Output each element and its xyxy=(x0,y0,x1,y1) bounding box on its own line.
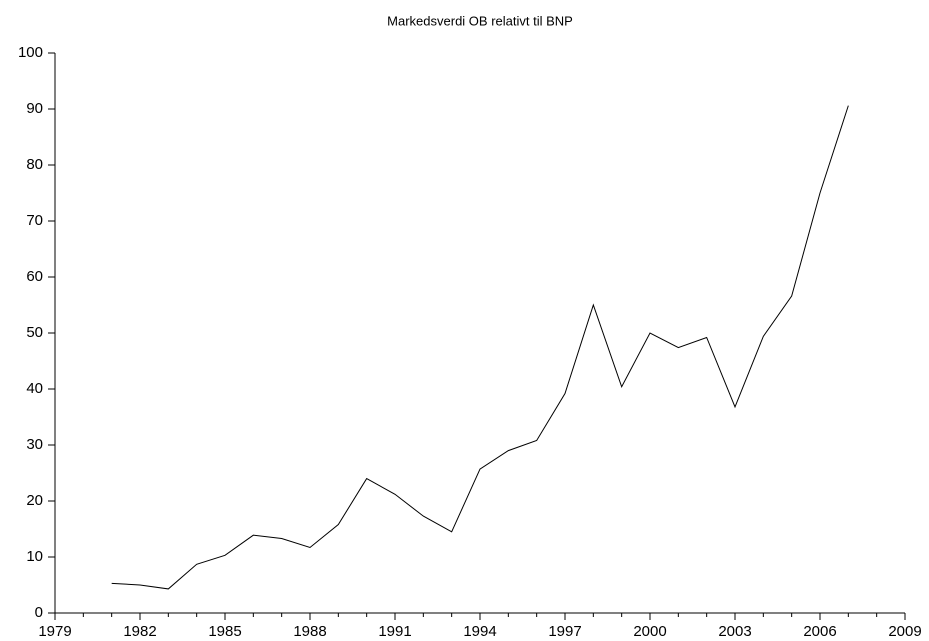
y-tick-label: 30 xyxy=(26,436,43,453)
y-tick-label: 70 xyxy=(26,212,43,229)
y-tick-label: 50 xyxy=(26,324,43,341)
x-tick-label: 1997 xyxy=(548,623,581,640)
y-tick-label: 80 xyxy=(26,156,43,173)
data-line xyxy=(111,105,849,590)
y-tick-label: 0 xyxy=(35,604,43,621)
x-tick-label: 1982 xyxy=(123,623,156,640)
x-tick-label: 1991 xyxy=(378,623,411,640)
y-tick-label: 90 xyxy=(26,100,43,117)
y-tick-label: 20 xyxy=(26,492,43,509)
y-tick-label: 10 xyxy=(26,548,43,565)
x-tick-label: 1985 xyxy=(208,623,241,640)
x-tick-label: 1994 xyxy=(463,623,496,640)
chart-title: Markedsverdi OB relativt til BNP xyxy=(387,13,573,28)
x-tick-label: 2006 xyxy=(803,623,836,640)
y-tick-label: 60 xyxy=(26,268,43,285)
x-tick-label: 1979 xyxy=(38,623,71,640)
x-tick-label: 2003 xyxy=(718,623,751,640)
x-tick-label: 1988 xyxy=(293,623,326,640)
x-tick-label: 2009 xyxy=(888,623,921,640)
y-tick-label: 100 xyxy=(18,44,43,61)
y-tick-label: 40 xyxy=(26,380,43,397)
x-tick-label: 2000 xyxy=(633,623,666,640)
